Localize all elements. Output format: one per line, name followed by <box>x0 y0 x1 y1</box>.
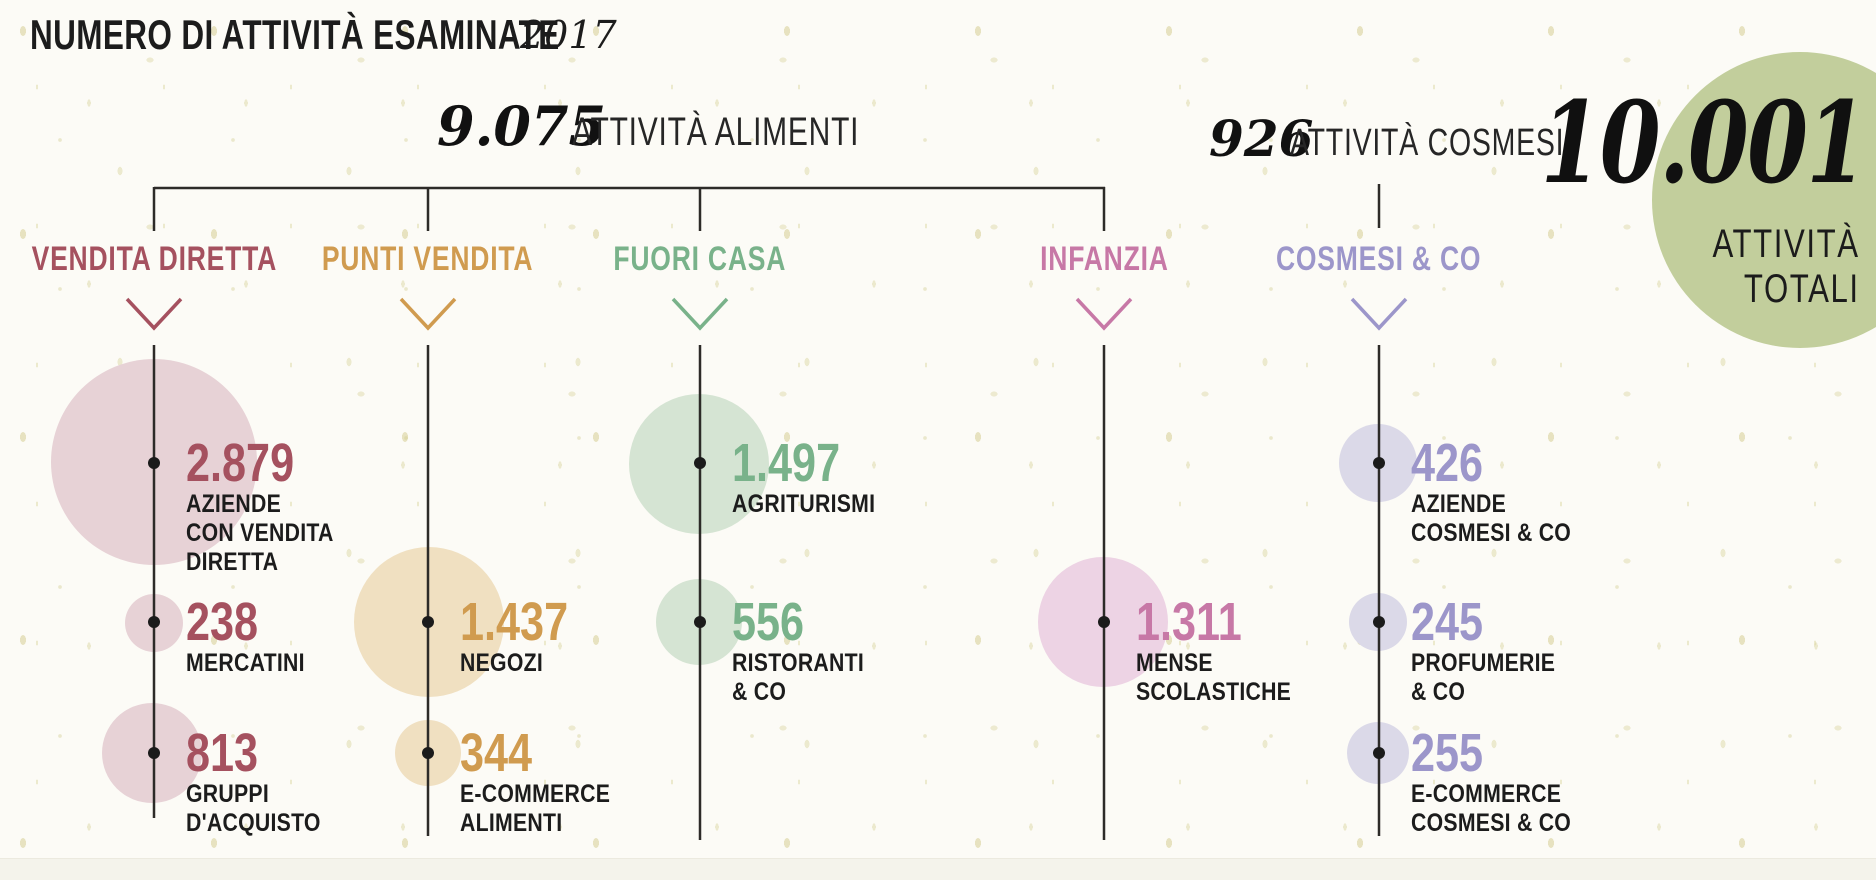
label-agriturismi: AGRITURISMI <box>732 490 876 518</box>
node-dot <box>148 747 160 759</box>
value-profumerie: 245 <box>1411 592 1484 652</box>
node-dot <box>422 747 434 759</box>
chevron-down-icon-fuori-casa <box>671 297 729 331</box>
grand-total-value: 10.001 <box>1541 78 1868 209</box>
label-mercatini: MERCATINI <box>186 649 305 677</box>
column-header-cosmesi-co: COSMESI & CO <box>1276 240 1482 278</box>
node-dot <box>1098 616 1110 628</box>
label-ecommerce-cosmesi: E-COMMERCE COSMESI & CO <box>1411 780 1572 837</box>
node-dot <box>694 616 706 628</box>
page-title: NUMERO DI ATTIVITÀ ESAMINATE <box>30 11 560 58</box>
node-dot <box>1373 747 1385 759</box>
column-header-punti-vendita: PUNTI VENDITA <box>322 240 534 278</box>
value-mercatini: 238 <box>186 592 259 652</box>
cosmesi-total-label: ATTIVITÀ COSMESI <box>1290 122 1565 164</box>
value-ecommerce-alimenti: 344 <box>460 723 533 783</box>
node-dot <box>1373 616 1385 628</box>
value-aziende-cosmesi: 426 <box>1411 433 1484 493</box>
node-dot <box>1373 457 1385 469</box>
label-aziende-cosmesi: AZIENDE COSMESI & CO <box>1411 490 1572 547</box>
chevron-down-icon-punti-vendita <box>399 297 457 331</box>
label-negozi: NEGOZI <box>460 649 543 677</box>
node-dot <box>422 616 434 628</box>
node-dot <box>148 616 160 628</box>
column-header-infanzia: INFANZIA <box>1039 240 1169 278</box>
value-ecommerce-cosmesi: 255 <box>1411 723 1484 783</box>
total-circle <box>1652 52 1876 348</box>
cosmesi-total-value: 926 <box>1209 109 1314 168</box>
alimenti-total-value: 9.075 <box>437 94 607 158</box>
value-mense-scolastiche: 1.311 <box>1136 592 1242 652</box>
label-profumerie: PROFUMERIE & CO <box>1411 649 1556 706</box>
chevron-down-icon-infanzia <box>1075 297 1133 331</box>
value-ristoranti-co: 556 <box>732 592 805 652</box>
column-header-vendita-diretta: VENDITA DIRETTA <box>31 240 277 278</box>
node-dot <box>694 457 706 469</box>
value-gruppi-dacquisto: 813 <box>186 723 259 783</box>
chevron-down-icon-vendita-diretta <box>125 297 183 331</box>
column-header-fuori-casa: FUORI CASA <box>613 240 787 278</box>
value-agriturismi: 1.497 <box>732 433 841 493</box>
label-ristoranti-co: RISTORANTI & CO <box>732 649 865 706</box>
label-aziende-con-vendita-diretta: AZIENDE CON VENDITA DIRETTA <box>186 490 334 576</box>
chevron-down-icon-cosmesi <box>1350 297 1408 331</box>
node-dot <box>148 457 160 469</box>
page-year: 2017 <box>520 13 617 57</box>
grand-total-label: ATTIVITÀ TOTALI <box>1712 222 1860 311</box>
label-mense-scolastiche: MENSE SCOLASTICHE <box>1136 649 1292 706</box>
bottom-strip <box>0 858 1876 880</box>
alimenti-total-label: ATTIVITÀ ALIMENTI <box>572 110 860 154</box>
label-gruppi-dacquisto: GRUPPI D'ACQUISTO <box>186 780 321 837</box>
value-negozi: 1.437 <box>460 592 569 652</box>
label-ecommerce-alimenti: E-COMMERCE ALIMENTI <box>460 780 611 837</box>
value-aziende-con-vendita-diretta: 2.879 <box>186 433 295 493</box>
